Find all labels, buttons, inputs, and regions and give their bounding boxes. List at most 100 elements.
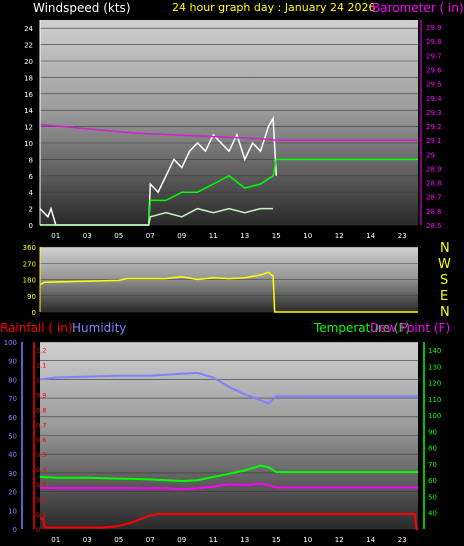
compass-s: S <box>440 273 448 288</box>
rain-y-tick: 1 <box>36 376 40 384</box>
humidity-y-tick: 100 <box>4 339 17 347</box>
temp-y-tick: 120 <box>428 380 441 388</box>
baro-y-tick: 29.8 <box>426 38 442 46</box>
temp-y-tick: 140 <box>428 347 441 355</box>
temp-y-tick: 90 <box>428 428 437 436</box>
temp-y-tick: 110 <box>428 396 441 404</box>
lower-x-tick: 07 <box>146 536 155 544</box>
baro-y-tick: 29.4 <box>426 95 442 103</box>
baro-y-tick: 29.2 <box>426 123 442 131</box>
rain-y-tick: 0.7 <box>36 421 46 429</box>
rain-y-tick: 0.5 <box>36 451 46 459</box>
temp-y-tick: 50 <box>428 493 437 501</box>
baro-y-tick: 28.5 <box>426 222 442 230</box>
barometer-label: Barometer ( in) <box>372 1 464 15</box>
series-rainfall-in- <box>40 513 418 530</box>
rain-y-tick: 1.1 <box>36 361 46 369</box>
lower-x-tick: 12 <box>335 536 344 544</box>
compass-n-bottom: N <box>440 305 450 320</box>
compass-labels: N W S E N <box>438 241 451 320</box>
baro-y-tick: 29.1 <box>426 137 442 145</box>
baro-y-tick: 29.9 <box>426 24 442 32</box>
humidity-y-tick: 90 <box>8 358 17 366</box>
wind-x-tick: 05 <box>114 232 123 240</box>
rain-y-tick: 0.2 <box>36 496 46 504</box>
humidity-y-tick: 80 <box>8 376 17 384</box>
dewpoint-label: Dew Point (F) <box>370 321 450 335</box>
baro-y-tick: 28.7 <box>426 194 442 202</box>
lower-x-tick: 23 <box>398 536 407 544</box>
baro-y-tick: 29.3 <box>426 109 442 117</box>
wind-x-tick: 10 <box>303 232 312 240</box>
wind-x-tick: 11 <box>209 232 218 240</box>
humidity-y-tick: 60 <box>8 414 17 422</box>
direction-y-tick: 0 <box>32 309 36 317</box>
series-wind-direction <box>39 271 418 313</box>
rain-y-tick: 0.6 <box>36 436 46 444</box>
humidity-label: Humidity <box>72 321 126 335</box>
temp-y-tick: 130 <box>428 363 441 371</box>
baro-y-tick: 29.7 <box>426 52 442 60</box>
humidity-y-tick: 20 <box>8 489 17 497</box>
baro-y-tick: 28.8 <box>426 180 442 188</box>
humidity-y-tick: 30 <box>8 470 17 478</box>
lower-x-tick: 14 <box>366 536 375 544</box>
wind-x-tick: 13 <box>240 232 249 240</box>
rain-y-tick: 0.4 <box>36 466 46 474</box>
wind-y-tick: 0 <box>29 222 33 230</box>
wind-x-tick: 09 <box>177 232 186 240</box>
compass-w: W <box>438 257 451 272</box>
wind-x-tick: 07 <box>146 232 155 240</box>
lower-x-tick: 03 <box>83 536 92 544</box>
wind-x-tick: 01 <box>51 232 60 240</box>
lower-x-tick: 13 <box>240 536 249 544</box>
rain-y-tick: 0.9 <box>36 391 46 399</box>
wind-y-tick: 12 <box>24 124 33 132</box>
baro-y-tick: 29.5 <box>426 81 442 89</box>
temp-y-tick: 80 <box>428 445 437 453</box>
wind-plot-area <box>40 20 418 225</box>
direction-y-tick: 360 <box>23 244 36 252</box>
humidity-y-tick: 0 <box>13 526 17 534</box>
wind-y-tick: 22 <box>24 42 33 50</box>
temp-y-tick: 100 <box>428 412 441 420</box>
lower-x-tick: 01 <box>51 536 60 544</box>
series-barometer-in- <box>39 123 418 141</box>
series-wind-min <box>40 207 274 226</box>
rain-y-tick: 1.2 <box>36 346 46 354</box>
wind-x-tick: 15 <box>272 232 281 240</box>
wind-y-tick: 16 <box>24 91 33 99</box>
compass-n-top: N <box>440 241 450 256</box>
wind-y-tick: 6 <box>29 173 34 181</box>
humidity-y-tick: 40 <box>8 451 17 459</box>
temp-y-tick: 40 <box>428 510 437 518</box>
windspeed-label: Windspeed (kts) <box>33 1 131 15</box>
lower-x-tick: 09 <box>177 536 186 544</box>
rain-y-tick: 0.8 <box>36 406 46 414</box>
wind-y-tick: 20 <box>24 58 33 66</box>
wind-y-tick: 24 <box>24 25 33 33</box>
direction-y-tick: 90 <box>27 293 36 301</box>
baro-y-tick: 28.6 <box>426 208 442 216</box>
compass-e: E <box>440 289 448 304</box>
wind-x-tick: 03 <box>83 232 92 240</box>
humidity-y-tick: 70 <box>8 395 17 403</box>
wind-y-tick: 4 <box>29 189 34 197</box>
baro-y-tick: 29.6 <box>426 66 442 74</box>
temperature-label: Temperature (F) <box>313 321 410 335</box>
wind-x-tick: 12 <box>335 232 344 240</box>
baro-y-tick: 28.9 <box>426 165 442 173</box>
wind-y-tick: 2 <box>29 206 33 214</box>
wind-y-tick: 14 <box>24 107 33 115</box>
humidity-y-tick: 10 <box>8 507 17 515</box>
baro-y-tick: 29 <box>426 151 435 159</box>
humidity-y-tick: 50 <box>8 433 17 441</box>
direction-y-tick: 270 <box>23 260 36 268</box>
wind-y-tick: 18 <box>24 74 33 82</box>
wind-y-tick: 10 <box>24 140 33 148</box>
graph-title: 24 hour graph day : January 24 2026 <box>172 1 376 14</box>
wind-x-tick: 23 <box>398 232 407 240</box>
rain-y-tick: 0.3 <box>36 481 46 489</box>
lower-x-tick: 10 <box>303 536 312 544</box>
